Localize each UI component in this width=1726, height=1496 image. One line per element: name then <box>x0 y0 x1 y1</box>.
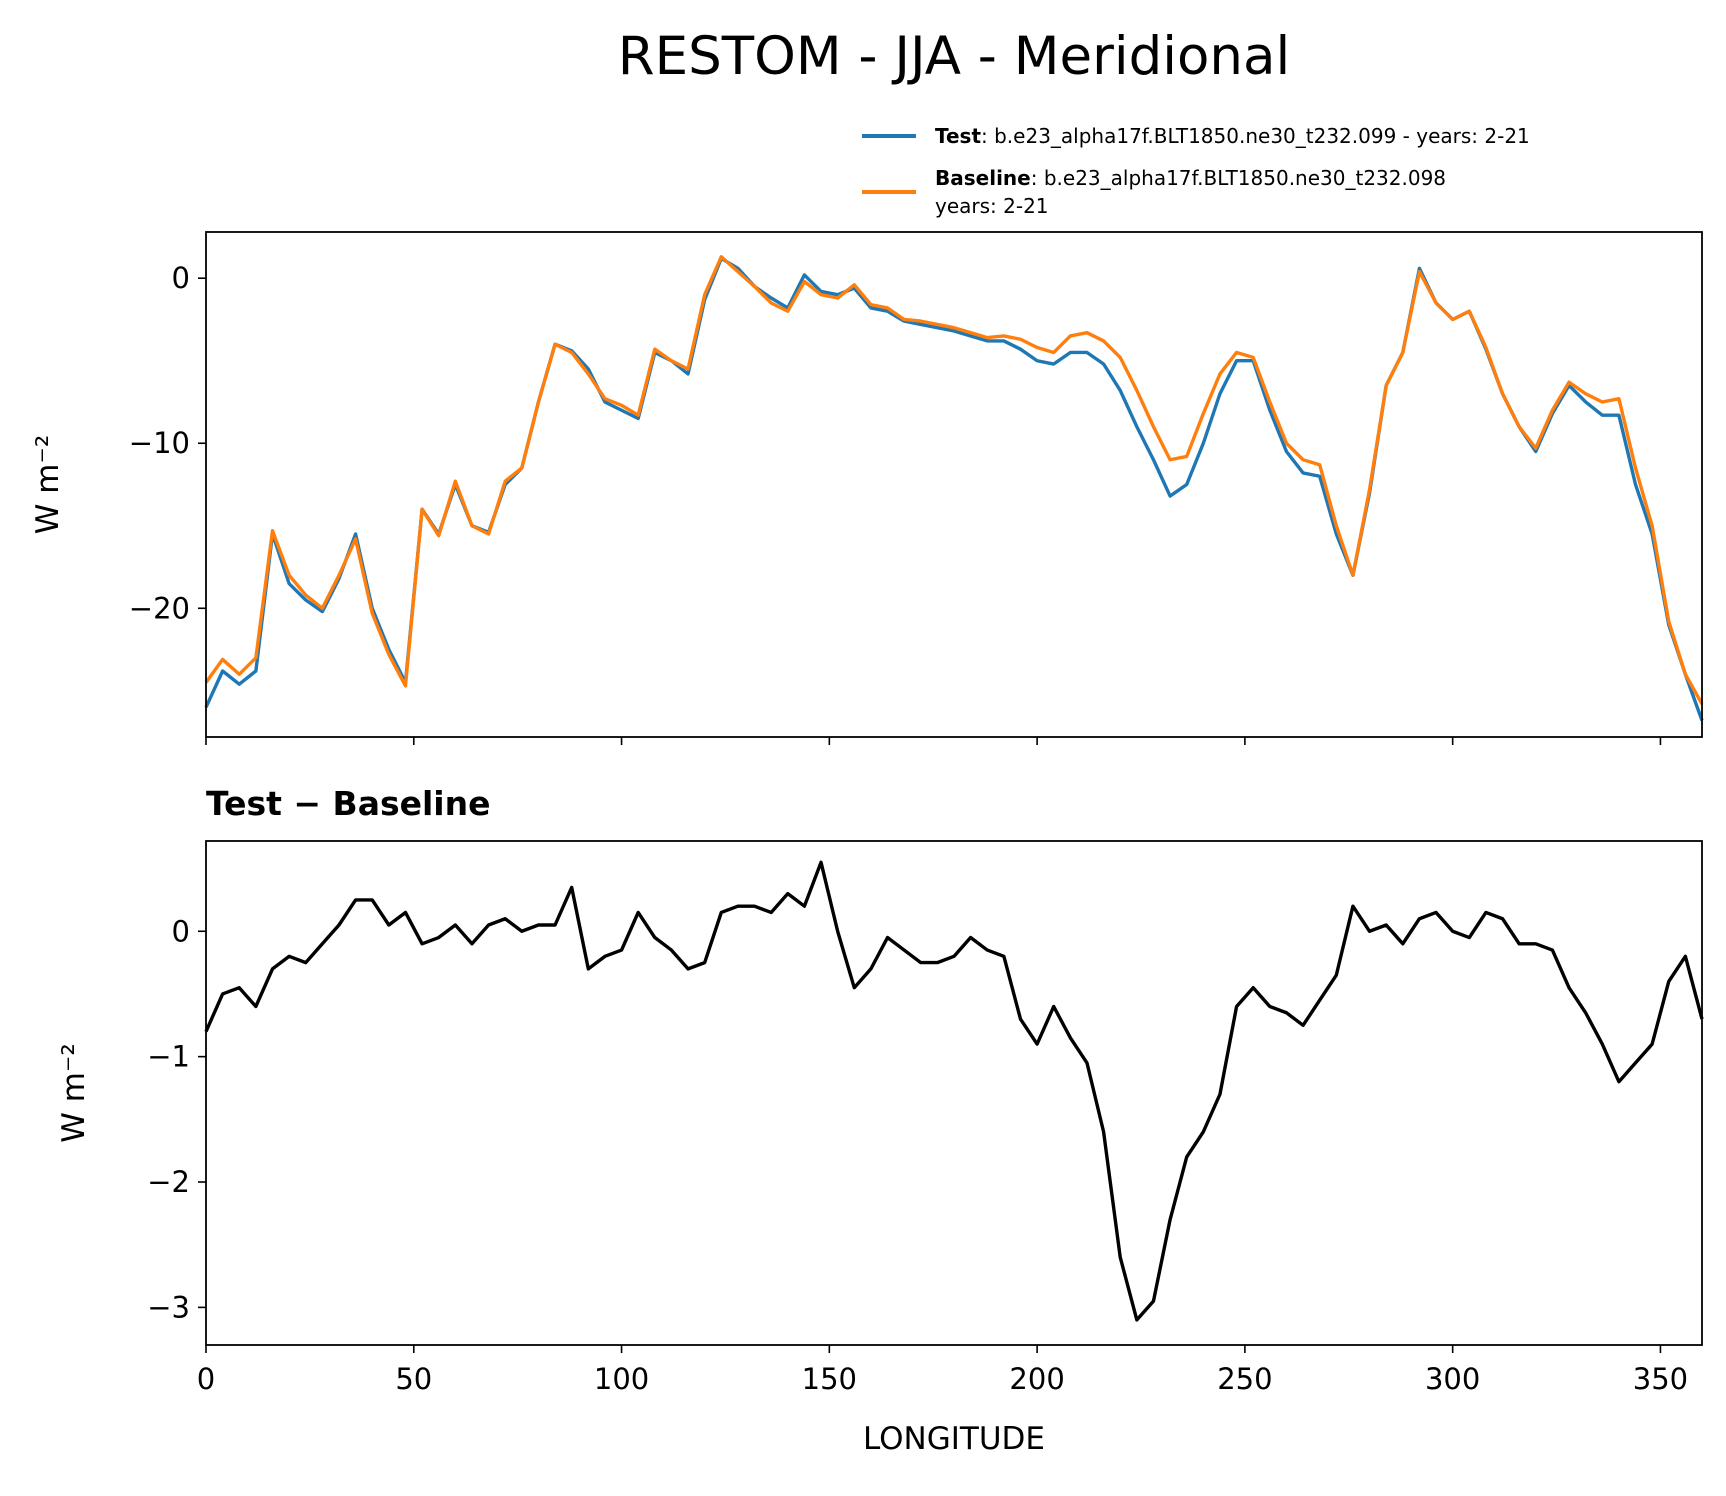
x-tick-label: 50 <box>395 1362 432 1396</box>
axes-frame <box>205 840 1703 1346</box>
x-tick-label: 350 <box>1633 1362 1688 1396</box>
y-tick-label: −3 <box>147 1290 190 1324</box>
legend-entry: Baseline: b.e23_alpha17f.BLT1850.ne30_t2… <box>935 166 1446 218</box>
subplot-title: Test − Baseline <box>206 784 491 823</box>
series-line <box>204 860 1704 1322</box>
chart-title: RESTOM - JJA - Meridional <box>618 26 1290 87</box>
series-line <box>204 255 1704 705</box>
legend-name: Test <box>935 124 981 148</box>
axes-frame <box>205 231 1703 738</box>
y-tick-label: −2 <box>147 1165 190 1199</box>
x-tick-label: 300 <box>1425 1362 1480 1396</box>
x-tick-label: 150 <box>802 1362 857 1396</box>
legend-name: Baseline <box>935 166 1031 190</box>
x-axis-label: LONGITUDE <box>863 1421 1045 1457</box>
y-tick-label: 0 <box>172 261 190 295</box>
legend-entry: Test: b.e23_alpha17f.BLT1850.ne30_t232.0… <box>935 124 1530 148</box>
y-tick-label: −20 <box>129 591 190 625</box>
y-tick-label: −10 <box>129 426 190 460</box>
y-tick-label: 0 <box>172 914 190 948</box>
y-axis-label: W m⁻² <box>30 435 66 535</box>
legend-label: years: 2-21 <box>935 194 1049 218</box>
y-tick-label: −1 <box>147 1040 190 1074</box>
legend-label: : b.e23_alpha17f.BLT1850.ne30_t232.098 <box>1031 166 1446 190</box>
x-tick-label: 200 <box>1009 1362 1064 1396</box>
y-axis-label: W m⁻² <box>56 1043 92 1143</box>
legend-label: : b.e23_alpha17f.BLT1850.ne30_t232.099 -… <box>981 124 1530 148</box>
x-tick-label: 250 <box>1217 1362 1272 1396</box>
x-tick-label: 100 <box>594 1362 649 1396</box>
x-tick-label: 0 <box>197 1362 215 1396</box>
